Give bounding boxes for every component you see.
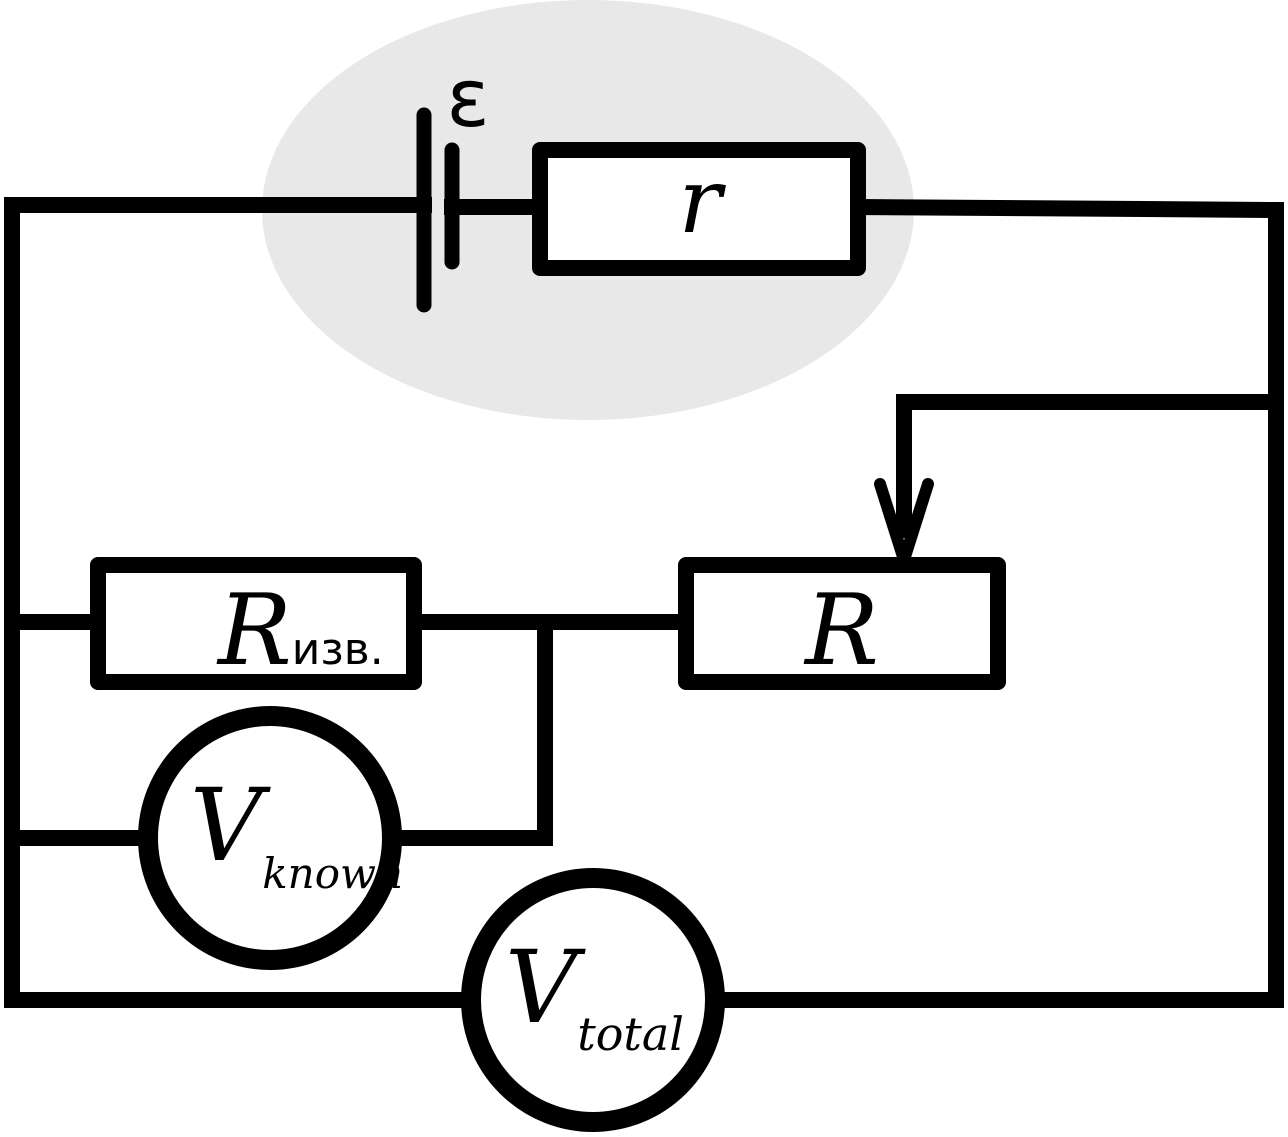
wire-top-left xyxy=(4,197,478,1008)
internal-resistor-box xyxy=(532,142,866,276)
wires xyxy=(4,197,1284,1008)
variable-resistor-label: R xyxy=(803,574,879,688)
voltmeter-total-label: Vtotal xyxy=(505,929,684,1061)
emf-cell: ε xyxy=(416,52,490,313)
emf-label: ε xyxy=(446,52,489,145)
voltmeter-known-label-main: V xyxy=(190,767,271,884)
internal-resistor-label: r xyxy=(678,149,726,254)
voltmeter-total: Vtotal xyxy=(461,868,725,1132)
wire-slider-tap xyxy=(896,394,1284,538)
slider-arrow-icon xyxy=(874,478,934,566)
known-resistor-label-main: R xyxy=(216,574,292,688)
known-resistor-box xyxy=(90,557,422,690)
voltmeter-known-label: Vknown xyxy=(190,767,403,898)
variable-resistor: R xyxy=(678,478,1006,690)
voltmeter-total-label-main: V xyxy=(505,929,586,1046)
voltmeter-known: Vknown xyxy=(138,706,403,970)
internal-resistor: r xyxy=(532,142,866,276)
known-resistor: Rизв. xyxy=(90,557,422,690)
voltmeter-total-circle xyxy=(461,868,725,1132)
wire-junction-to-vknown xyxy=(384,614,553,846)
known-resistor-label: Rизв. xyxy=(216,574,384,688)
variable-resistor-box xyxy=(678,557,1006,690)
voltmeter-known-label-sub: known xyxy=(262,849,403,898)
voltmeter-known-circle xyxy=(138,706,402,970)
voltmeter-total-label-sub: total xyxy=(577,1007,684,1061)
wire-top-right xyxy=(708,198,1284,1008)
known-resistor-label-sub: изв. xyxy=(292,624,384,675)
